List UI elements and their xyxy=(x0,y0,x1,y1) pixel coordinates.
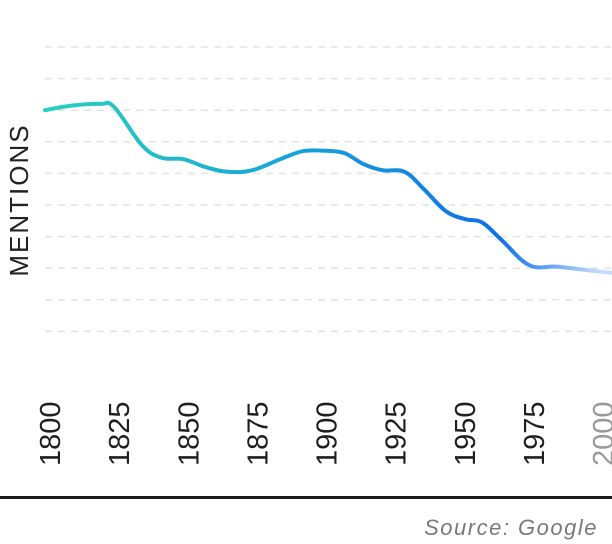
series-group xyxy=(43,100,612,275)
grid-lines xyxy=(45,46,612,333)
x-tick-label: 1975 xyxy=(519,401,551,466)
y-axis-label: MENTIONS xyxy=(4,123,34,276)
series-line xyxy=(43,100,612,275)
x-tick-label: 1800 xyxy=(35,401,67,466)
source-note: Source: Google xyxy=(424,515,598,540)
x-tick-label: 1875 xyxy=(242,401,274,466)
x-tick-label: 1950 xyxy=(450,401,482,466)
x-tick-label: 1850 xyxy=(173,401,205,466)
x-tick-label: 1900 xyxy=(312,401,344,466)
x-tick-label: 1825 xyxy=(104,401,136,466)
x-tick-label: 2000 xyxy=(588,401,612,466)
x-axis-baseline xyxy=(0,496,612,499)
x-tick-label: 1925 xyxy=(381,401,413,466)
x-tick-labels: 1800 1825 1850 1875 1900 1925 1950 1975 2000 xyxy=(35,401,612,466)
